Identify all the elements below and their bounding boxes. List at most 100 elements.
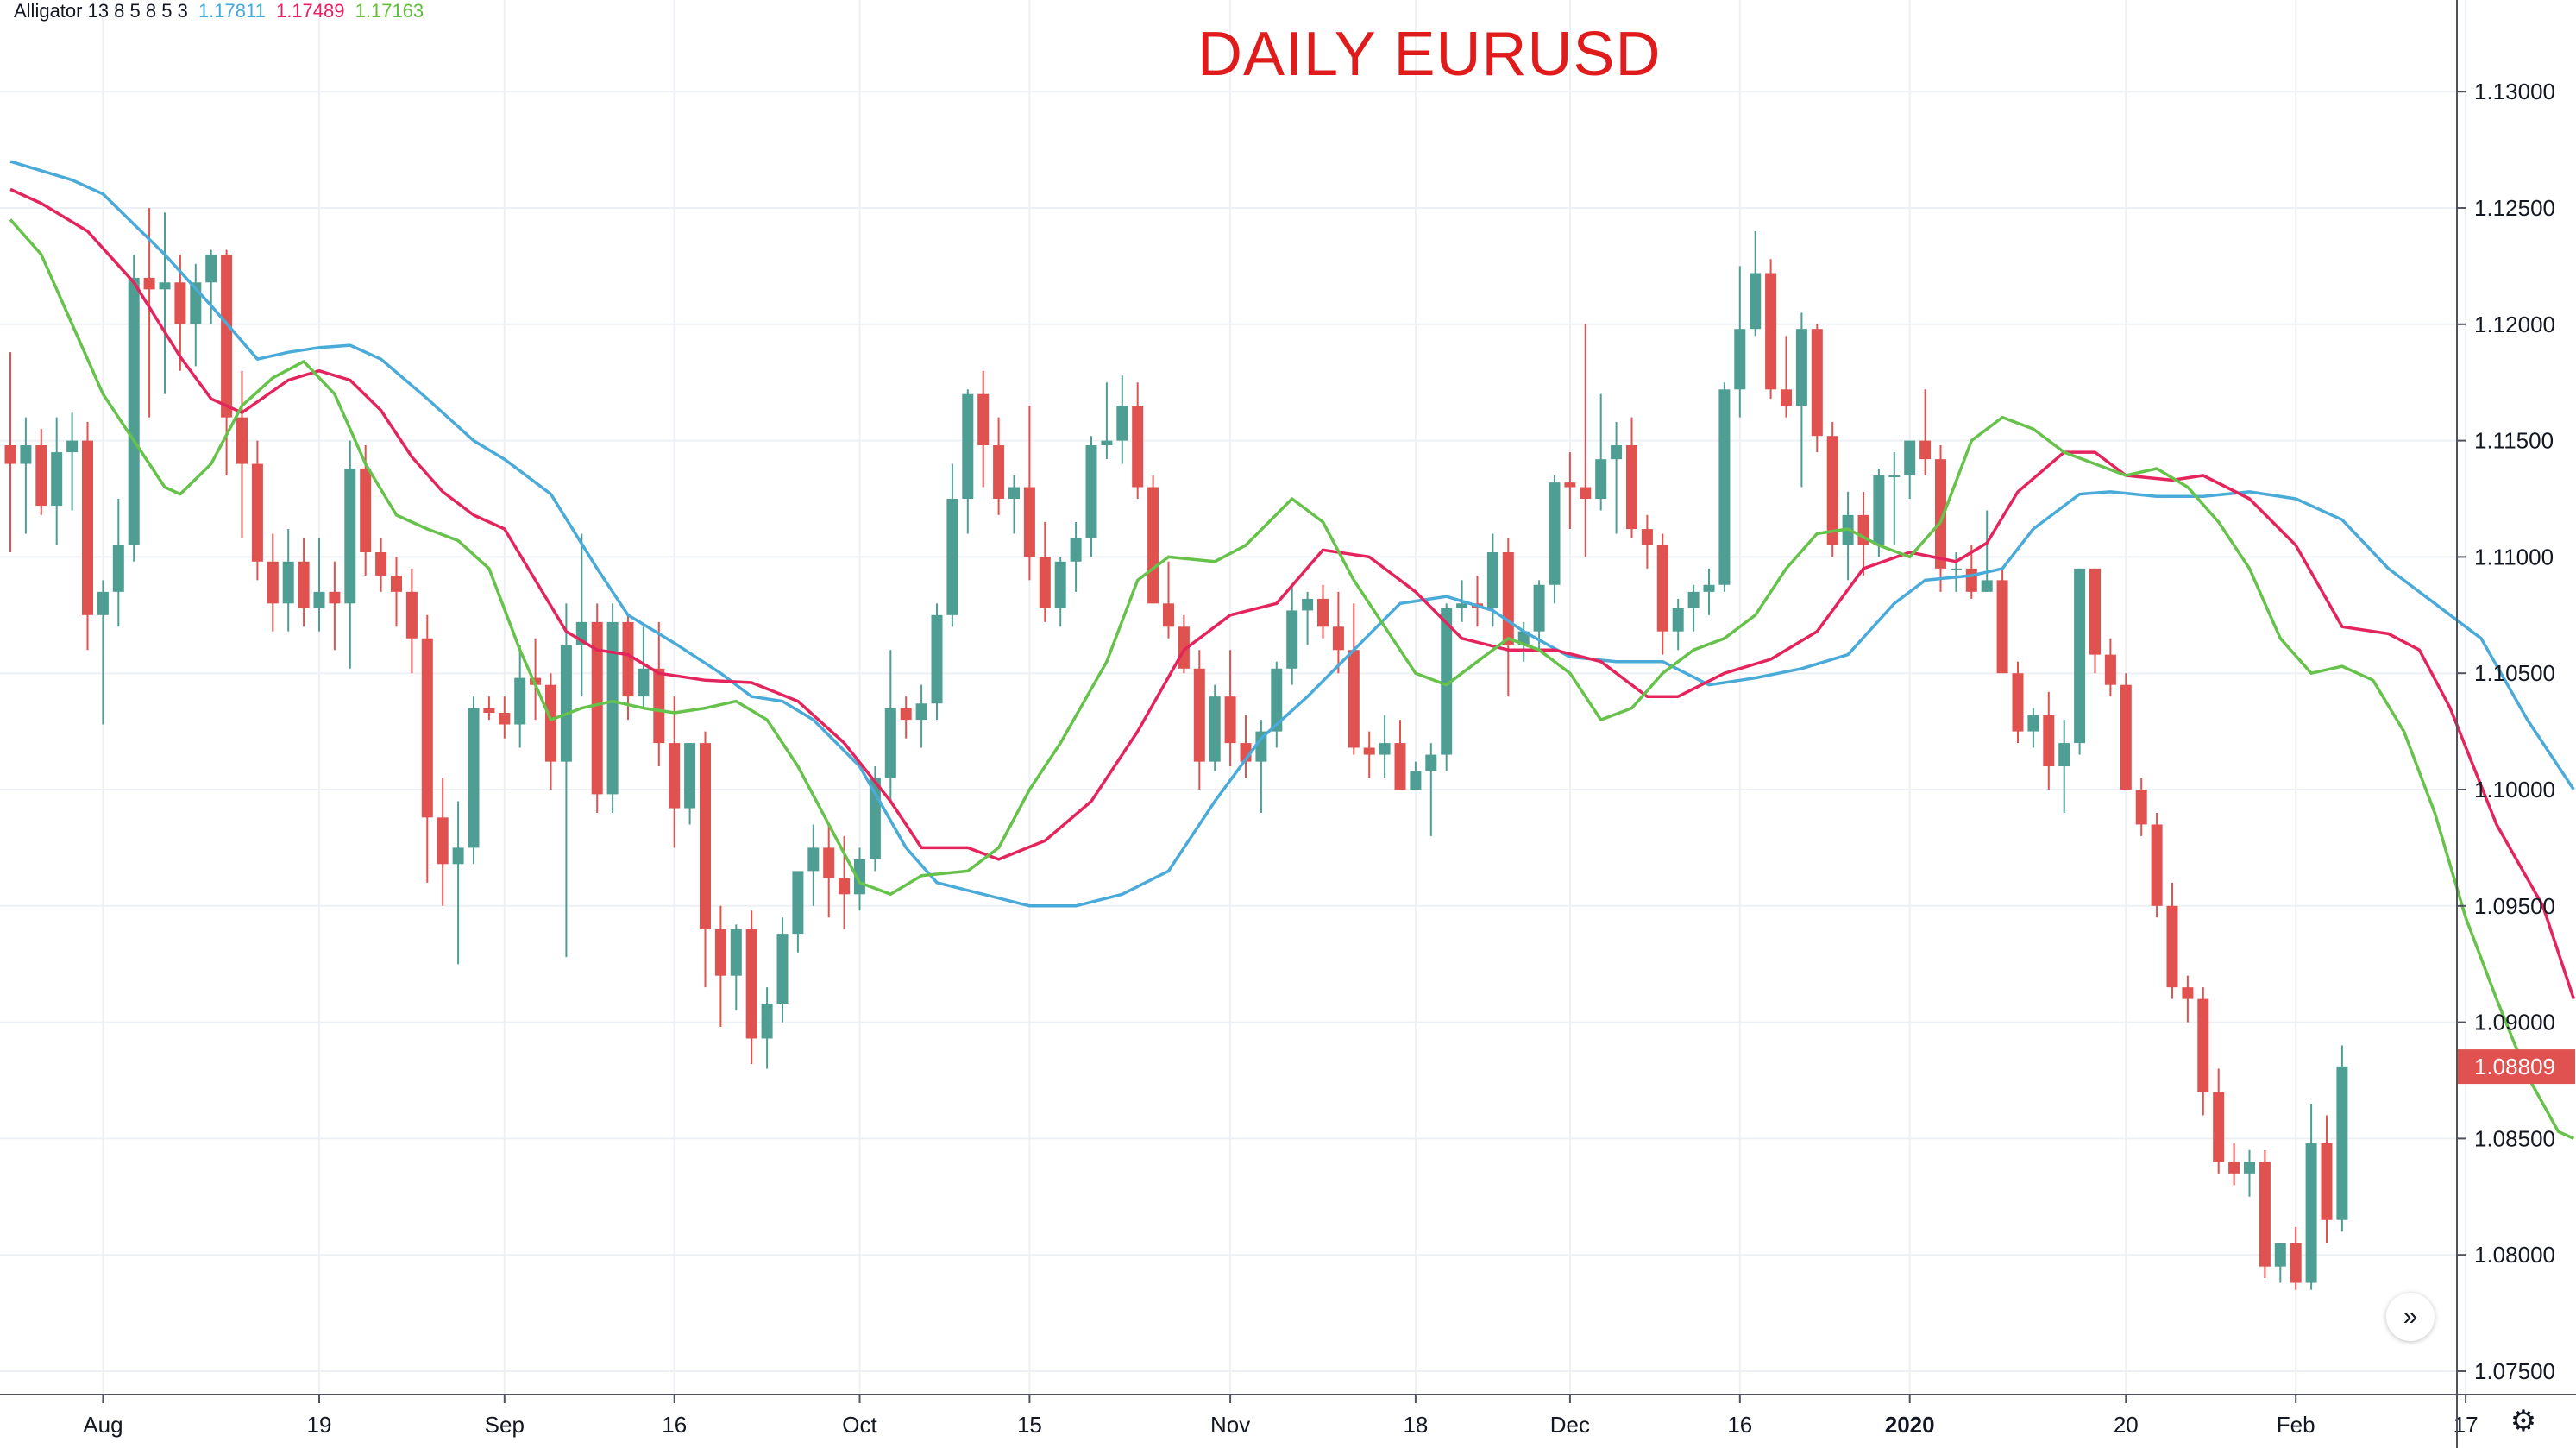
candle-body bbox=[2290, 1243, 2302, 1283]
candle-body bbox=[1348, 650, 1360, 748]
candle-body bbox=[2151, 824, 2163, 906]
candle-body bbox=[82, 440, 93, 615]
y-tick-label: 1.08500 bbox=[2474, 1125, 2555, 1151]
candle-body bbox=[2259, 1162, 2271, 1267]
candle-body bbox=[807, 847, 820, 872]
candle-body bbox=[1332, 626, 1344, 651]
candle-body bbox=[35, 444, 47, 507]
candle-body bbox=[2336, 1066, 2348, 1220]
candle-body bbox=[1580, 487, 1592, 499]
candle-body bbox=[221, 254, 233, 418]
candle-body bbox=[761, 1004, 773, 1039]
candle-body bbox=[1441, 608, 1453, 755]
candle-body bbox=[1549, 482, 1561, 585]
candle-body bbox=[421, 638, 433, 818]
candle-body bbox=[1163, 603, 1174, 627]
candle-body bbox=[2228, 1162, 2240, 1174]
x-tick-label: Feb bbox=[2277, 1412, 2315, 1438]
candle-body bbox=[2182, 987, 2194, 999]
candle-body bbox=[298, 561, 310, 608]
candle-body bbox=[1996, 580, 2008, 674]
x-tick-label: Sep bbox=[485, 1412, 525, 1438]
candle-body bbox=[839, 878, 851, 895]
candle-body bbox=[360, 468, 372, 553]
candle-body bbox=[1456, 603, 1468, 608]
y-tick-label: 1.10500 bbox=[2474, 660, 2555, 686]
candle-body bbox=[1919, 440, 1932, 460]
candle-body bbox=[1224, 696, 1236, 744]
y-tick-label: 1.11000 bbox=[2474, 544, 2554, 570]
x-tick-label: 20 bbox=[2114, 1412, 2139, 1438]
candle-body bbox=[1486, 552, 1498, 608]
candle-body bbox=[1193, 668, 1205, 762]
candle-body bbox=[1811, 329, 1823, 437]
candle-body bbox=[205, 254, 217, 283]
candle-body bbox=[97, 591, 109, 615]
indicator-legend[interactable]: Alligator 13 8 5 8 5 3 1.17811 1.17489 1… bbox=[14, 0, 429, 22]
candle-body bbox=[1533, 584, 1545, 632]
settings-button[interactable]: ⚙ bbox=[2502, 1400, 2545, 1443]
candle-body bbox=[375, 552, 387, 576]
candle-body bbox=[669, 743, 681, 809]
candle-body bbox=[1950, 568, 1962, 570]
candle-body bbox=[776, 934, 789, 1004]
last-price-label: 1.08809 bbox=[2474, 1054, 2555, 1080]
last-price-badge bbox=[2458, 1049, 2575, 1085]
teeth-value: 1.17489 bbox=[275, 0, 345, 22]
candle-body bbox=[653, 668, 665, 744]
candle-body bbox=[1317, 598, 1329, 627]
candle-body bbox=[2043, 715, 2055, 767]
y-tick-label: 1.10000 bbox=[2474, 777, 2555, 803]
candle-body bbox=[1379, 743, 1391, 755]
candle-body bbox=[174, 282, 186, 324]
y-tick-label: 1.09000 bbox=[2474, 1010, 2555, 1036]
candle-body bbox=[823, 847, 835, 878]
x-tick-label: 19 bbox=[307, 1412, 332, 1438]
candle-body bbox=[1054, 561, 1066, 608]
candle-body bbox=[1781, 389, 1792, 406]
candle-body bbox=[2305, 1143, 2317, 1283]
alligator-line-lips bbox=[9, 218, 2575, 1140]
candle-body bbox=[4, 444, 16, 464]
candle-body bbox=[313, 591, 325, 608]
candle-body bbox=[1271, 668, 1283, 732]
candle-body bbox=[1888, 475, 1901, 478]
candle-body bbox=[1008, 487, 1020, 499]
candle-body bbox=[1132, 406, 1144, 488]
candlesticks bbox=[4, 208, 2348, 1290]
alligator-line-teeth bbox=[9, 187, 2576, 1000]
candle-body bbox=[900, 708, 912, 721]
gear-icon: ⚙ bbox=[2510, 1405, 2537, 1438]
candle-body bbox=[2135, 790, 2147, 825]
candle-body bbox=[931, 614, 943, 704]
candle-body bbox=[606, 621, 619, 795]
candle-body bbox=[884, 708, 896, 778]
candle-body bbox=[1734, 329, 1746, 390]
candle-body bbox=[468, 708, 480, 848]
candle-body bbox=[2089, 568, 2101, 655]
scroll-to-realtime-button[interactable]: » bbox=[2386, 1293, 2435, 1341]
candle-body bbox=[1641, 529, 1653, 545]
candle-body bbox=[946, 499, 958, 615]
y-tick-label: 1.09500 bbox=[2474, 893, 2555, 919]
candle-body bbox=[1795, 329, 1807, 406]
candle-body bbox=[869, 778, 881, 859]
candle-body bbox=[1703, 584, 1715, 592]
candle-body bbox=[993, 444, 1005, 499]
candle-body bbox=[66, 440, 79, 453]
candle-body bbox=[1209, 696, 1221, 762]
candle-body bbox=[282, 561, 294, 604]
candle-body bbox=[112, 545, 124, 592]
candle-body bbox=[514, 677, 526, 725]
x-tick-label: 15 bbox=[1017, 1412, 1042, 1438]
candle-body bbox=[2120, 684, 2132, 790]
candle-body bbox=[2321, 1143, 2333, 1220]
candle-body bbox=[2166, 905, 2178, 988]
candle-body bbox=[329, 591, 341, 604]
candle-body bbox=[1965, 568, 1977, 592]
candle-body bbox=[1981, 580, 1993, 592]
candle-body bbox=[1904, 440, 1916, 476]
y-tick-label: 1.12000 bbox=[2474, 312, 2555, 337]
candle-body bbox=[1935, 459, 1946, 569]
